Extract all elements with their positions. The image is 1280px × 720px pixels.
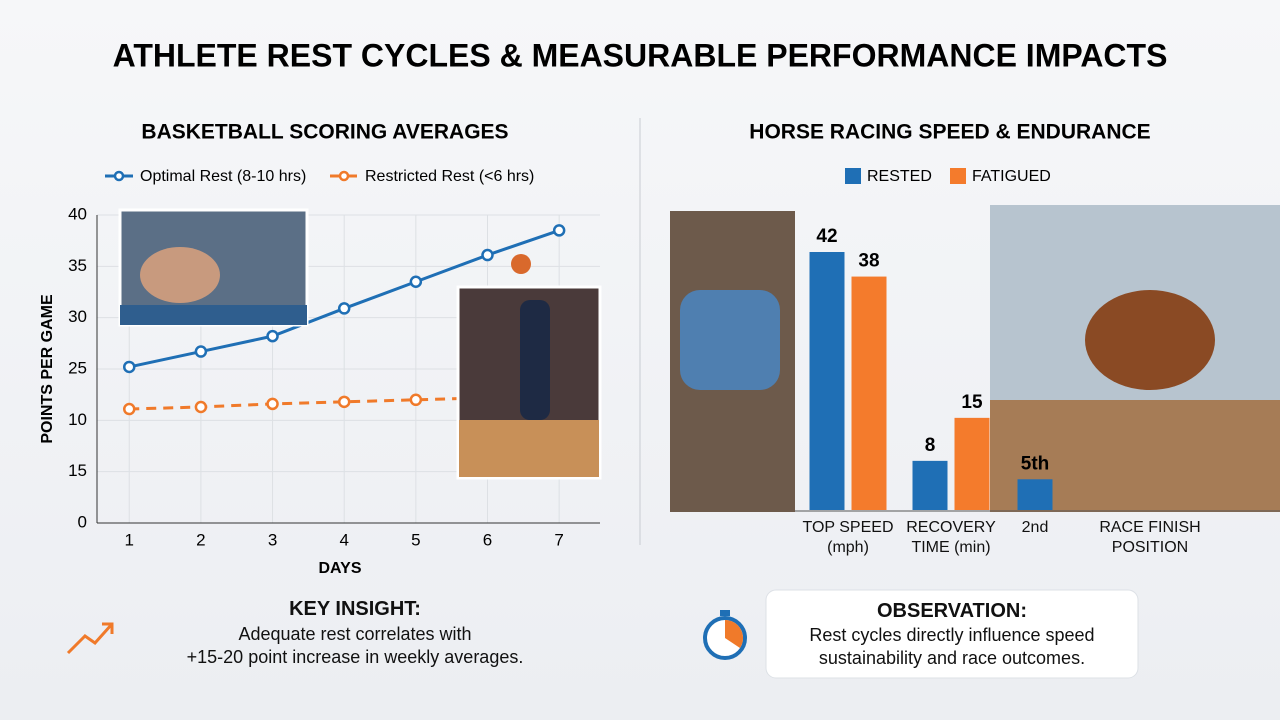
data-point [409, 393, 423, 407]
stopwatch-button [720, 610, 730, 616]
insight-title: KEY INSIGHT: [289, 598, 421, 620]
data-point [409, 275, 423, 288]
x-tick-label: 7 [554, 530, 563, 549]
data-point [194, 400, 208, 414]
bar [1017, 479, 1053, 510]
y-tick-label: 10 [68, 410, 87, 429]
legend-label: Restricted Rest (<6 hrs) [365, 168, 534, 185]
x-tick-label: 6 [483, 530, 492, 549]
chart-title: HORSE RACING SPEED & ENDURANCE [749, 121, 1150, 144]
bar-value-label: 15 [961, 392, 983, 413]
data-point [552, 224, 566, 237]
x-tick-label: RECOVERY TIME (min) [906, 519, 996, 556]
photo-detail [459, 420, 599, 477]
legend-swatch [845, 168, 861, 184]
stopwatch-segment [725, 620, 744, 648]
bar-value-label: 38 [858, 251, 879, 272]
data-point [194, 345, 208, 358]
stopwatch-icon [703, 610, 747, 660]
bar [851, 276, 887, 510]
x-axis-label: DAYS [319, 560, 362, 577]
bar-value-label: 42 [816, 226, 837, 247]
data-point [337, 395, 351, 409]
x-tick-label: 3 [268, 530, 277, 549]
legend-label: RESTED [867, 168, 932, 185]
bar-value-label: 5th [1021, 453, 1050, 474]
chart-title: BASKETBALL SCORING AVERAGES [141, 121, 508, 144]
observation-title: OBSERVATION: [876, 600, 1027, 622]
x-tick-label: 2 [196, 530, 205, 549]
trend-icon [66, 622, 114, 655]
observation-line: sustainability and race outcomes. [818, 648, 1086, 668]
legend-marker [338, 170, 350, 182]
y-tick-label: 30 [68, 307, 87, 326]
data-point [266, 397, 279, 411]
bar [809, 252, 845, 510]
x-tick-label: 5 [411, 530, 420, 549]
x-tick-label: 1 [125, 530, 134, 549]
photos [118, 205, 1280, 512]
data-point [122, 360, 136, 374]
insight-line: +15-20 point increase in weekly averages… [186, 647, 524, 667]
trend-arrow-head [102, 622, 114, 634]
data-point [266, 329, 279, 343]
data-point [122, 402, 136, 416]
x-tick-label: RACE FINISH POSITION [1099, 519, 1201, 556]
bar-value-label: 8 [925, 435, 936, 456]
bar [954, 417, 990, 510]
photo-detail [520, 300, 550, 420]
legend-marker [113, 170, 125, 182]
observation-line: Rest cycles directly influence speed [809, 625, 1095, 645]
y-tick-label: 25 [68, 358, 87, 377]
x-tick-label: 4 [339, 530, 348, 549]
photo-detail [680, 290, 780, 390]
data-point [337, 302, 351, 315]
page-title: ATHLETE REST CYCLES & MEASURABLE PERFORM… [113, 37, 1168, 73]
x-tick-label: TOP SPEED (mph) [802, 519, 894, 556]
y-tick-label: 0 [78, 512, 87, 531]
x-tick-label: 2nd [1021, 519, 1049, 536]
observation-box [765, 589, 1139, 679]
trend-arrow [66, 622, 114, 655]
bar [912, 460, 948, 510]
legend-label: Optimal Rest (8-10 hrs) [140, 168, 306, 185]
photo-detail [511, 254, 531, 274]
photo-detail [120, 305, 307, 325]
y-tick-label: 15 [68, 461, 87, 480]
legend-label: FATIGUED [972, 168, 1051, 185]
data-point [481, 248, 494, 262]
y-tick-label: 35 [68, 256, 87, 275]
y-tick-label: 40 [68, 204, 87, 223]
legend-swatch [950, 168, 966, 184]
y-axis-label: POINTS PER GAME [39, 294, 56, 444]
photo-detail [1085, 290, 1215, 390]
photo-detail [140, 247, 220, 303]
insight-line: Adequate rest correlates with [238, 624, 472, 644]
